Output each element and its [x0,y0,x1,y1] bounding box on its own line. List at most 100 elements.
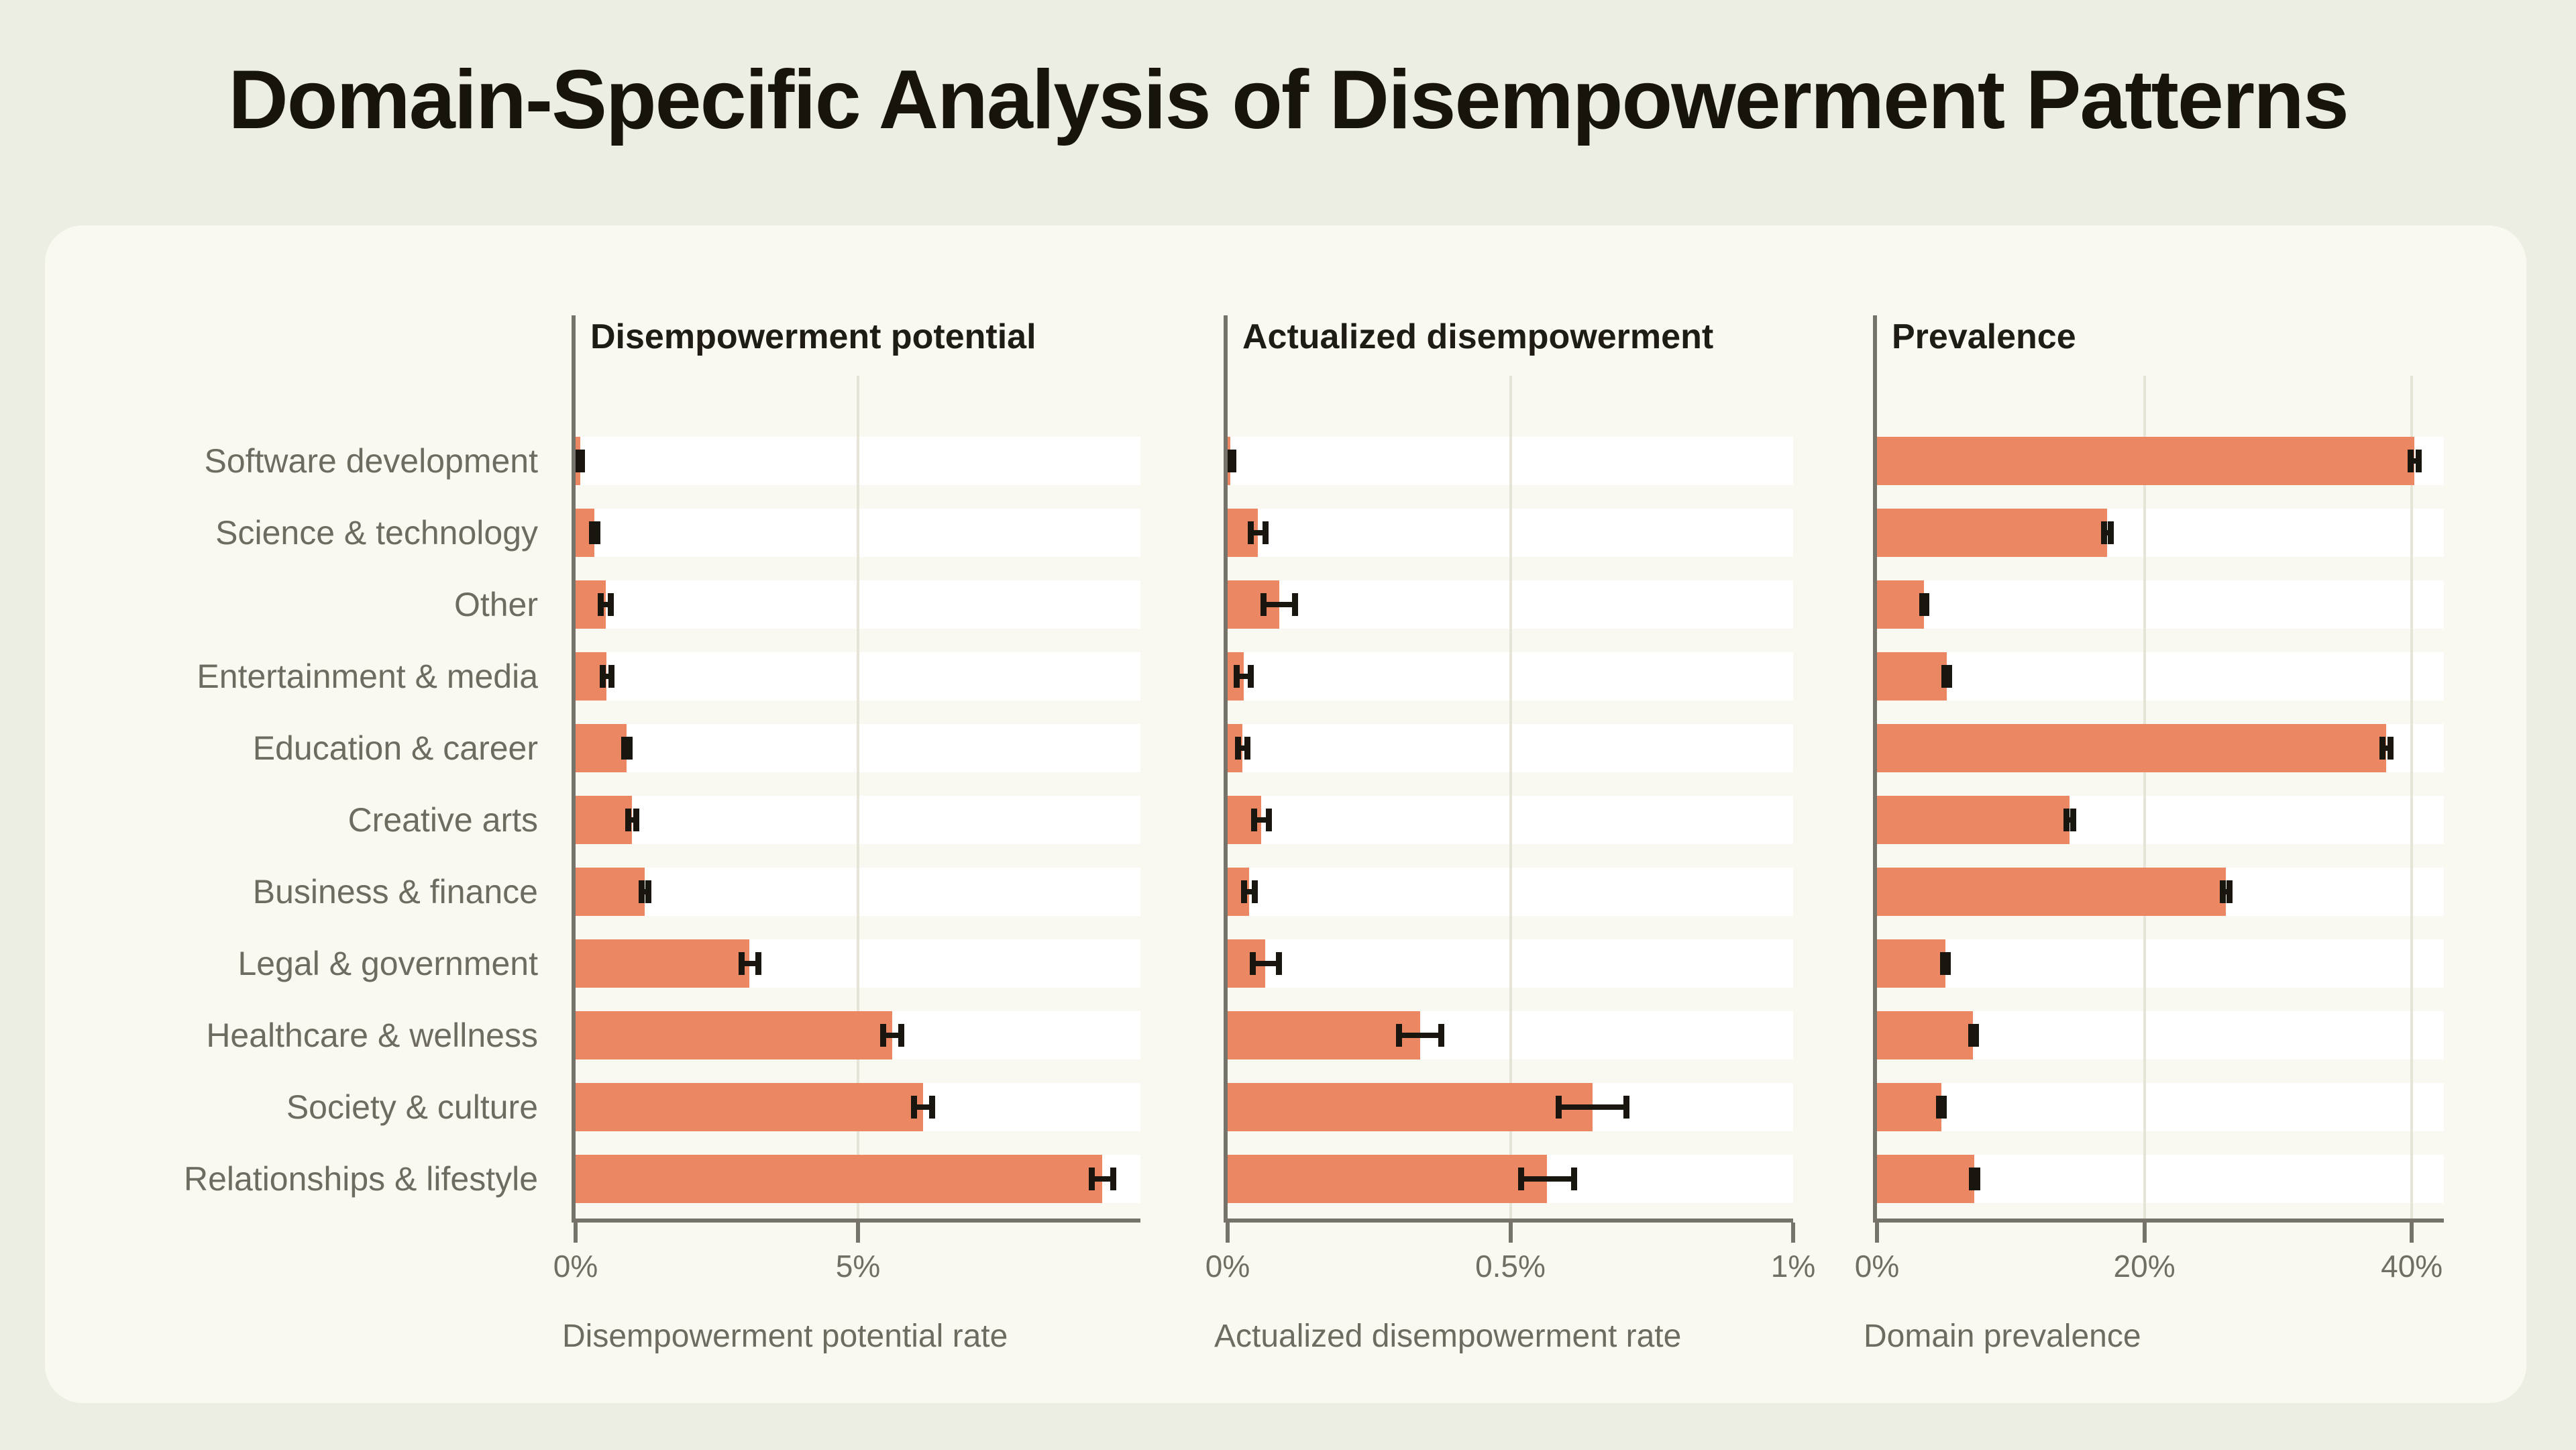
category-label: Education & career [252,729,538,767]
error-bar-cap [1438,1024,1444,1047]
error-bar-line [2410,458,2419,464]
error-bar-cap [2107,521,2114,544]
error-bar-cap [1974,1168,1981,1190]
category-label: Healthcare & wellness [206,1017,538,1054]
bar [1877,1083,1941,1131]
error-bar-cap [1262,521,1269,544]
gridline [2143,376,2146,1219]
error-bar-cap [911,1096,918,1119]
y-axis [1873,315,1877,1223]
error-bar-line [2382,745,2391,751]
x-tick [1226,1223,1230,1243]
error-bar-cap [1517,1168,1524,1190]
gridline [857,376,859,1219]
bar [576,1083,923,1131]
error-bar-line [600,602,611,607]
error-bar-cap [1251,880,1258,903]
bar [1228,1011,1420,1059]
error-bar-cap [2387,737,2394,760]
row-band [1877,580,2444,629]
error-bar-cap [1244,737,1250,760]
error-bar-cap [1247,665,1254,688]
row-band [1877,652,2444,701]
error-bar-cap [2070,809,2076,831]
error-bar-cap [633,809,640,831]
bar [1877,796,2070,844]
bar [1877,868,2226,916]
category-label: Science & technology [215,514,538,552]
error-bar-cap [1919,593,1925,616]
category-label: Legal & government [237,945,538,982]
error-bar-cap [2408,450,2414,472]
error-bar-cap [1623,1096,1630,1119]
x-tick [574,1223,578,1243]
chart-card: Software development Science & technology… [45,225,2526,1403]
error-bar-cap [1225,450,1231,472]
error-bar-line [641,889,648,894]
error-bar-line [1253,817,1269,823]
error-bar-cap [588,521,595,544]
category-label: Business & finance [252,873,538,911]
error-bar-cap [608,665,615,688]
bar [1228,1083,1593,1131]
bar [1877,437,2415,485]
error-bar-line [1091,1176,1113,1182]
error-bar-cap [1247,521,1254,544]
row-band [1877,939,2444,988]
error-bar-cap [1941,1096,1947,1119]
error-bar-cap [599,665,606,688]
y-axis [1224,315,1228,1223]
error-bar-cap [1265,809,1272,831]
error-bar-line [602,674,612,679]
error-bar-cap [625,809,632,831]
category-label: Relationships & lifestyle [183,1160,538,1198]
bar [576,724,627,772]
error-bar-cap [645,880,651,903]
error-bar-line [1250,530,1265,535]
row-band [1877,1083,2444,1131]
page-title: Domain-Specific Analysis of Disempowerme… [228,54,2349,146]
error-bar-cap [2226,880,2233,903]
error-bar-cap [929,1096,936,1119]
x-tick-label: 0% [1205,1249,1250,1284]
category-label: Creative arts [347,801,538,839]
bar [1228,724,1242,772]
error-bar-cap [1235,737,1242,760]
panel-title: Prevalence [1892,317,2076,356]
chart: Software development Science & technology… [45,225,2526,1403]
error-bar-cap [638,880,645,903]
x-tick [1875,1223,1879,1243]
x-tick-label: 40% [2381,1249,2443,1284]
category-label: Other [453,586,538,623]
x-tick-label: 20% [2113,1249,2176,1284]
x-axis-title: Domain prevalence [1864,1318,2141,1354]
x-tick-label: 5% [835,1249,881,1284]
error-bar-cap [1923,593,1929,616]
x-tick [856,1223,860,1243]
bar [1877,724,2387,772]
error-bar-cap [1292,593,1299,616]
bar [1877,652,1947,701]
x-tick [2142,1223,2147,1243]
error-bar-cap [1973,1024,1980,1047]
error-bar-line [1244,889,1254,894]
error-bar-cap [1946,665,1953,688]
bar [576,939,750,988]
error-bar-cap [1250,809,1257,831]
error-bar-cap [1570,1168,1577,1190]
bar [576,796,633,844]
error-bar-cap [1088,1168,1095,1190]
category-label: Society & culture [286,1088,538,1126]
error-bar-cap [1250,952,1256,975]
x-tick-label: 0% [1854,1249,1900,1284]
error-bar-cap [594,521,600,544]
bar [1877,1155,1975,1203]
bar [1877,580,1924,629]
panel-title: Disempowerment potential [590,317,1036,356]
error-bar-line [914,1104,932,1110]
bar [576,1011,892,1059]
x-axis [1873,1219,2444,1223]
gridline [1509,376,1512,1219]
error-bar-cap [1275,952,1282,975]
